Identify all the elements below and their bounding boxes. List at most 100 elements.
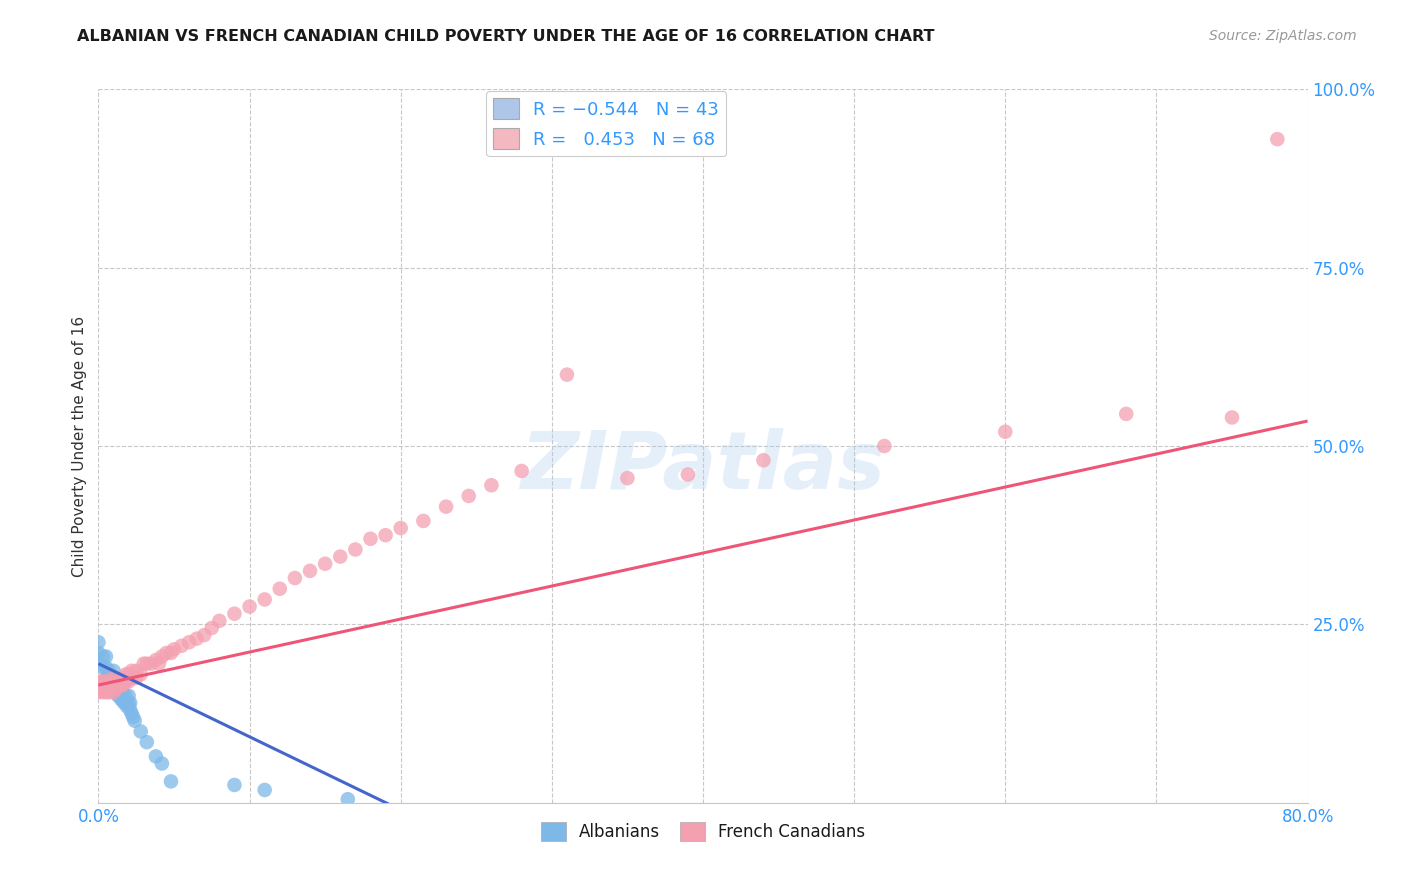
Point xyxy=(124,714,146,728)
Point xyxy=(299,564,322,578)
Point xyxy=(145,653,167,667)
Point xyxy=(336,792,359,806)
Point xyxy=(115,699,138,714)
Point xyxy=(224,778,246,792)
Point xyxy=(87,674,110,689)
Point xyxy=(457,489,479,503)
Point xyxy=(91,649,114,664)
Point xyxy=(179,635,201,649)
Point xyxy=(103,678,125,692)
Point xyxy=(224,607,246,621)
Point xyxy=(314,557,336,571)
Point xyxy=(201,621,224,635)
Point xyxy=(98,664,121,678)
Text: ALBANIAN VS FRENCH CANADIAN CHILD POVERTY UNDER THE AGE OF 16 CORRELATION CHART: ALBANIAN VS FRENCH CANADIAN CHILD POVERT… xyxy=(77,29,935,45)
Point xyxy=(114,667,136,681)
Point xyxy=(103,671,125,685)
Point xyxy=(160,646,183,660)
Point xyxy=(284,571,307,585)
Point xyxy=(107,681,129,696)
Point xyxy=(110,678,132,692)
Point xyxy=(160,774,183,789)
Point xyxy=(1267,132,1289,146)
Point xyxy=(91,660,114,674)
Point xyxy=(91,685,114,699)
Point xyxy=(150,649,173,664)
Point xyxy=(114,696,136,710)
Point xyxy=(676,467,699,482)
Point xyxy=(105,678,128,692)
Point xyxy=(118,696,141,710)
Point xyxy=(107,689,129,703)
Point xyxy=(111,678,134,692)
Point xyxy=(98,674,121,689)
Point xyxy=(150,756,173,771)
Point xyxy=(105,685,128,699)
Point xyxy=(329,549,352,564)
Point xyxy=(1220,410,1243,425)
Point xyxy=(135,657,157,671)
Point xyxy=(1115,407,1137,421)
Point xyxy=(120,696,142,710)
Point xyxy=(155,646,177,660)
Point xyxy=(186,632,208,646)
Point xyxy=(105,681,128,696)
Point xyxy=(269,582,291,596)
Point xyxy=(510,464,533,478)
Point xyxy=(94,674,117,689)
Point xyxy=(253,783,276,797)
Point xyxy=(87,646,110,660)
Point xyxy=(100,671,122,685)
Y-axis label: Child Poverty Under the Age of 16: Child Poverty Under the Age of 16 xyxy=(72,316,87,576)
Point xyxy=(103,671,125,685)
Point xyxy=(112,696,135,710)
Point xyxy=(94,660,117,674)
Point xyxy=(114,689,136,703)
Point xyxy=(118,689,141,703)
Point xyxy=(135,735,157,749)
Point xyxy=(110,685,132,699)
Point xyxy=(253,592,276,607)
Point xyxy=(118,674,141,689)
Point xyxy=(100,678,122,692)
Point xyxy=(121,671,143,685)
Point xyxy=(110,692,132,706)
Point xyxy=(481,478,503,492)
Point xyxy=(120,703,142,717)
Point xyxy=(94,685,117,699)
Point xyxy=(100,678,122,692)
Text: Source: ZipAtlas.com: Source: ZipAtlas.com xyxy=(1209,29,1357,44)
Point xyxy=(148,657,170,671)
Point xyxy=(239,599,262,614)
Point xyxy=(118,667,141,681)
Point xyxy=(103,664,125,678)
Point xyxy=(129,724,152,739)
Point xyxy=(132,657,155,671)
Point xyxy=(107,678,129,692)
Text: ZIPatlas: ZIPatlas xyxy=(520,428,886,507)
Point xyxy=(145,749,167,764)
Point xyxy=(170,639,193,653)
Point xyxy=(412,514,434,528)
Point xyxy=(873,439,896,453)
Point xyxy=(555,368,578,382)
Point xyxy=(87,657,110,671)
Point xyxy=(360,532,382,546)
Point xyxy=(94,649,117,664)
Point xyxy=(87,685,110,699)
Point xyxy=(344,542,367,557)
Point xyxy=(129,667,152,681)
Point xyxy=(434,500,457,514)
Point xyxy=(103,685,125,699)
Point xyxy=(616,471,638,485)
Point xyxy=(121,664,143,678)
Point xyxy=(752,453,775,467)
Legend: Albanians, French Canadians: Albanians, French Canadians xyxy=(534,815,872,848)
Point xyxy=(125,671,148,685)
Point xyxy=(121,706,143,721)
Point xyxy=(163,642,186,657)
Point xyxy=(122,710,145,724)
Point xyxy=(111,692,134,706)
Point xyxy=(141,657,163,671)
Point xyxy=(91,674,114,689)
